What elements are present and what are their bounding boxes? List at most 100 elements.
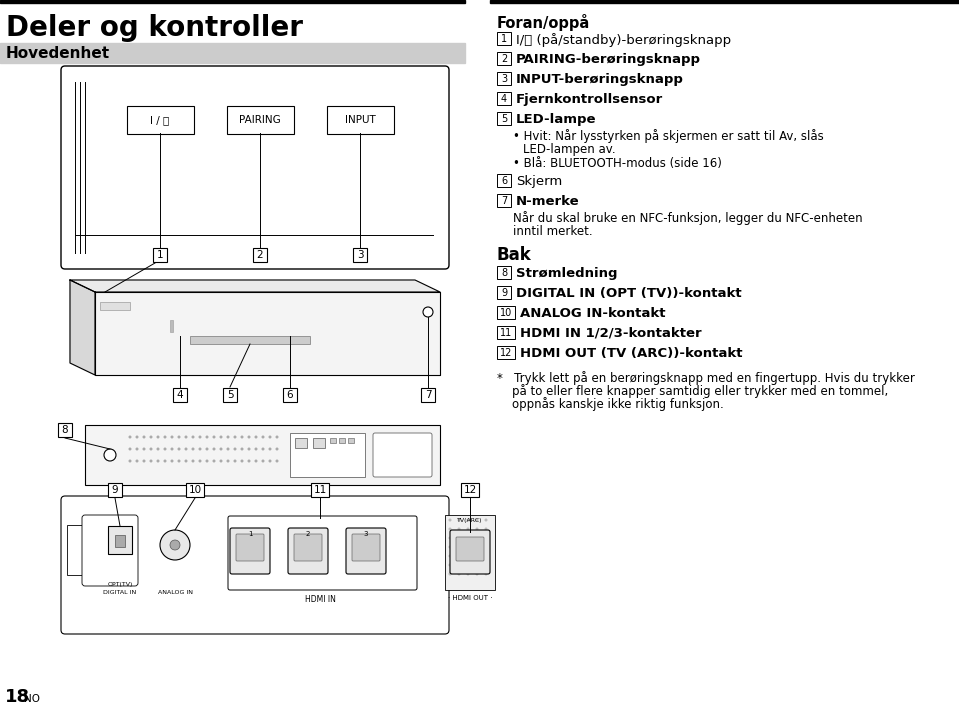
FancyBboxPatch shape [346,528,386,574]
Circle shape [171,459,174,462]
Circle shape [262,447,265,450]
Circle shape [150,459,152,462]
Circle shape [457,518,460,522]
Text: 4: 4 [176,390,183,400]
Circle shape [199,435,201,438]
Circle shape [449,554,452,557]
Circle shape [476,518,479,522]
FancyBboxPatch shape [226,106,293,134]
Circle shape [476,564,479,566]
Text: 9: 9 [501,287,507,297]
Circle shape [484,564,487,566]
Text: PAIRING-berøringsknapp: PAIRING-berøringsknapp [516,53,701,66]
Circle shape [449,537,452,539]
Text: 18: 18 [5,688,30,706]
Circle shape [466,573,470,576]
Circle shape [163,435,167,438]
Circle shape [466,545,470,549]
Text: Foran/oppå: Foran/oppå [497,14,590,31]
Text: 7: 7 [501,195,507,205]
Text: Fjernkontrollsensor: Fjernkontrollsensor [516,93,664,106]
FancyBboxPatch shape [253,248,267,262]
Circle shape [466,527,470,530]
Circle shape [241,459,244,462]
Text: INPUT: INPUT [344,115,375,125]
Text: OPT(TV): OPT(TV) [107,582,132,587]
Text: på to eller flere knapper samtidig eller trykker med en tommel,: på to eller flere knapper samtidig eller… [497,384,888,398]
FancyBboxPatch shape [326,106,393,134]
Circle shape [177,435,180,438]
Bar [445,515,495,590]
Text: Skjerm: Skjerm [516,175,562,188]
FancyBboxPatch shape [373,433,432,477]
Text: *   Trykk lett på en berøringsknapp med en fingertupp. Hvis du trykker: * Trykk lett på en berøringsknapp med en… [497,371,915,385]
Circle shape [262,435,265,438]
Circle shape [233,447,237,450]
Bar [170,320,173,332]
FancyBboxPatch shape [236,534,264,561]
FancyBboxPatch shape [421,388,435,402]
Text: 3: 3 [357,250,363,260]
FancyBboxPatch shape [450,530,490,574]
Circle shape [143,447,146,450]
Bar [330,438,336,443]
Text: 7: 7 [425,390,432,400]
Text: TV(ARC): TV(ARC) [457,518,482,523]
Polygon shape [95,292,440,375]
Text: oppnås kanskje ikke riktig funksjon.: oppnås kanskje ikke riktig funksjon. [497,397,724,411]
Circle shape [254,435,258,438]
Circle shape [476,537,479,539]
Bar [0,43,465,63]
Text: 4: 4 [501,93,507,103]
Text: 3: 3 [501,74,507,84]
Text: 11: 11 [500,328,512,338]
Circle shape [220,459,222,462]
Circle shape [104,449,116,461]
Circle shape [466,554,470,557]
Bar [290,433,365,477]
FancyBboxPatch shape [311,483,329,497]
Text: N-merke: N-merke [516,195,579,208]
Text: • Blå: BLUETOOTH-modus (side 16): • Blå: BLUETOOTH-modus (side 16) [513,157,722,170]
Circle shape [205,459,208,462]
Text: ANALOG IN: ANALOG IN [157,590,193,595]
Circle shape [177,447,180,450]
FancyBboxPatch shape [228,516,417,590]
Circle shape [476,545,479,549]
Text: 1: 1 [156,250,163,260]
Text: 2: 2 [257,250,264,260]
Circle shape [226,435,229,438]
Circle shape [184,447,188,450]
FancyBboxPatch shape [61,496,449,634]
Circle shape [423,307,433,317]
FancyBboxPatch shape [288,528,328,574]
Circle shape [262,459,265,462]
Circle shape [269,435,271,438]
Circle shape [254,459,258,462]
Circle shape [466,518,470,522]
Circle shape [457,573,460,576]
Circle shape [241,435,244,438]
Circle shape [449,564,452,566]
FancyBboxPatch shape [223,388,237,402]
Text: DIGITAL IN (OPT (TV))-kontakt: DIGITAL IN (OPT (TV))-kontakt [516,287,741,300]
Circle shape [233,435,237,438]
Text: NO: NO [24,694,40,704]
Text: 9: 9 [111,485,118,495]
Circle shape [241,447,244,450]
FancyBboxPatch shape [461,483,479,497]
Text: 1: 1 [501,33,507,43]
Circle shape [205,447,208,450]
FancyBboxPatch shape [497,306,515,319]
FancyBboxPatch shape [497,266,511,279]
Circle shape [457,554,460,557]
Circle shape [484,573,487,576]
FancyBboxPatch shape [456,537,484,561]
Circle shape [449,527,452,530]
Text: · HDMI OUT ·: · HDMI OUT · [448,595,492,601]
Text: 8: 8 [501,268,507,278]
Circle shape [484,554,487,557]
Bar [100,302,130,310]
Circle shape [199,447,201,450]
Circle shape [160,530,190,560]
